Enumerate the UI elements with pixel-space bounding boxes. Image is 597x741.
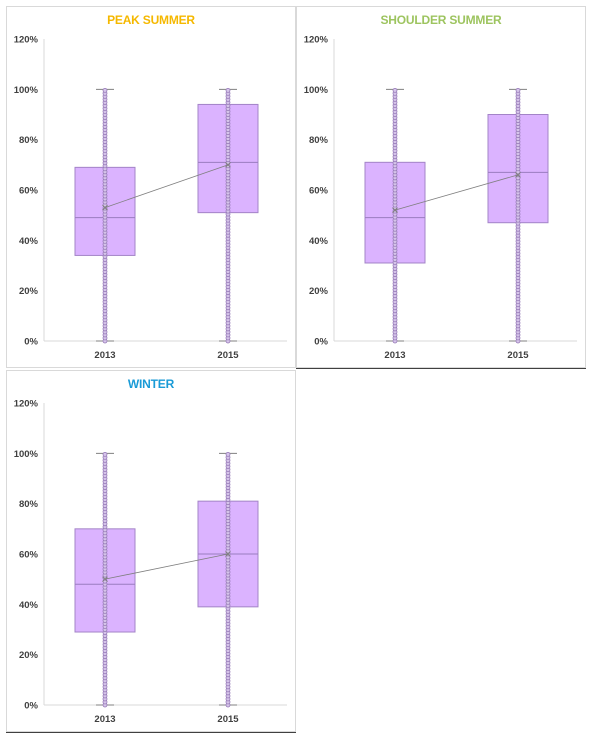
- y-tick-label: 20%: [19, 286, 39, 297]
- y-tick-label: 0%: [314, 337, 328, 348]
- x-tick-label: 2015: [217, 714, 239, 725]
- data-point: [515, 87, 521, 93]
- x-tick-label: 2013: [384, 350, 405, 361]
- y-tick-label: 80%: [309, 135, 329, 146]
- chart-title: PEAK SUMMER: [107, 13, 195, 27]
- y-tick-label: 80%: [19, 499, 39, 510]
- chart-panel-shoulder-summer: SHOULDER SUMMER 0% 20% 40% 60% 80% 100% 120% 20…: [296, 6, 586, 368]
- mean-marker: [225, 161, 231, 168]
- chart-panel-winter: WINTER 0% 20% 40% 60% 80% 100% 120% 2013 2015: [6, 370, 296, 732]
- box-2015: [197, 451, 259, 708]
- y-tick-label: 40%: [19, 236, 39, 247]
- y-tick-label: 60%: [19, 186, 39, 197]
- data-point: [225, 451, 231, 457]
- data-point: [102, 87, 108, 93]
- data-point: [225, 87, 231, 93]
- y-tick-label: 0%: [24, 337, 38, 348]
- x-tick-label: 2013: [94, 350, 115, 361]
- mean-line: [104, 164, 229, 208]
- mean-line: [394, 174, 519, 211]
- box-2015: [487, 87, 549, 344]
- chart-title: SHOULDER SUMMER: [380, 13, 502, 27]
- panel-divider-line: [296, 368, 586, 369]
- x-tick-label: 2013: [94, 714, 115, 725]
- y-tick-label: 80%: [19, 135, 39, 146]
- x-tick-label: 2015: [507, 350, 529, 361]
- data-point: [392, 87, 398, 93]
- box-2013: [74, 451, 136, 708]
- box-plot: 0% 20% 40% 60% 80% 100% 120% 2013 2015: [14, 35, 287, 361]
- mean-marker: [102, 576, 108, 583]
- y-tick-label: 120%: [14, 35, 39, 46]
- chart-panel-peak-summer: PEAK SUMMER 0% 20% 40% 60% 80% 100% 120% 2013 20…: [6, 6, 296, 368]
- y-tick-label: 60%: [19, 550, 39, 561]
- y-tick-label: 0%: [24, 701, 38, 712]
- y-tick-label: 40%: [309, 236, 329, 247]
- y-tick-label: 100%: [304, 85, 329, 96]
- y-tick-label: 100%: [14, 449, 39, 460]
- y-tick-label: 60%: [309, 186, 329, 197]
- chart-title: WINTER: [127, 377, 175, 391]
- box-2013: [74, 87, 136, 344]
- y-tick-label: 100%: [14, 85, 39, 96]
- mean-marker: [515, 172, 521, 178]
- y-tick-label: 20%: [309, 286, 329, 297]
- mean-line: [104, 553, 229, 580]
- data-point: [102, 451, 108, 457]
- y-tick-label: 40%: [19, 600, 39, 611]
- y-tick-label: 120%: [304, 35, 329, 46]
- mean-marker: [392, 207, 398, 213]
- x-tick-label: 2015: [217, 350, 239, 361]
- mean-marker: [225, 551, 231, 557]
- y-tick-label: 120%: [14, 399, 39, 410]
- box-2015: [197, 87, 259, 344]
- box-plot: 0% 20% 40% 60% 80% 100% 120% 2013 2015: [304, 35, 577, 361]
- box-plot: 0% 20% 40% 60% 80% 100% 120% 2013 2015: [14, 399, 287, 725]
- y-tick-label: 20%: [19, 650, 39, 661]
- mean-marker: [102, 204, 108, 211]
- panel-divider-line: [6, 732, 296, 733]
- box-2013: [364, 87, 426, 344]
